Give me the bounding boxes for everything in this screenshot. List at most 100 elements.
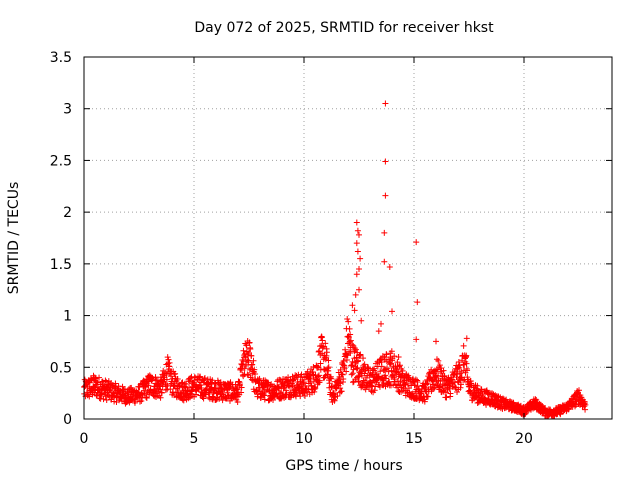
data-point	[278, 389, 285, 396]
data-point	[435, 372, 442, 379]
data-point	[157, 394, 164, 401]
data-point	[421, 398, 428, 405]
data-point	[324, 371, 331, 378]
data-point	[343, 368, 350, 375]
data-point	[582, 401, 589, 408]
data-point	[414, 299, 421, 306]
data-point	[314, 364, 321, 371]
chart-title: Day 072 of 2025, SRMTID for receiver hks…	[194, 20, 494, 36]
y-tick-label: 3.5	[50, 50, 72, 66]
data-point	[318, 334, 325, 341]
x-tick-label: 10	[295, 431, 313, 447]
data-point	[356, 266, 362, 273]
data-point	[246, 339, 253, 346]
data-point	[381, 229, 388, 236]
data-point	[350, 379, 357, 386]
data-point	[168, 373, 175, 380]
data-point	[319, 337, 326, 344]
data-point	[346, 338, 353, 345]
y-axis-label: SRMTID / TECUs	[6, 182, 22, 295]
data-point	[343, 357, 350, 364]
data-point	[337, 380, 344, 387]
data-point	[351, 307, 358, 314]
data-point	[385, 368, 392, 375]
data-point	[354, 248, 361, 255]
data-point	[383, 351, 390, 358]
data-point	[234, 398, 241, 405]
data-point	[346, 348, 353, 355]
data-point	[301, 392, 308, 399]
data-point	[391, 376, 398, 383]
x-tick-labels: 0 5 10 15 20	[80, 431, 533, 447]
data-point	[576, 387, 582, 394]
data-point	[316, 347, 323, 354]
data-point	[320, 366, 327, 373]
data-point	[338, 388, 345, 395]
data-point	[382, 100, 389, 107]
data-point	[182, 383, 189, 390]
x-tick-label: 20	[515, 431, 533, 447]
data-point	[354, 227, 361, 234]
data-point	[165, 356, 172, 363]
x-tick-label: 15	[405, 431, 423, 447]
data-point	[352, 346, 359, 353]
data-point	[120, 391, 127, 398]
data-point	[102, 392, 109, 399]
data-point	[188, 387, 195, 394]
data-point	[413, 336, 420, 343]
data-point	[323, 352, 330, 359]
data-point	[383, 375, 390, 382]
y-tick-label: 0	[63, 412, 72, 428]
data-point	[367, 379, 374, 386]
data-point	[345, 318, 352, 325]
data-point	[323, 349, 330, 356]
data-point	[252, 370, 259, 377]
data-point	[211, 386, 218, 393]
x-tick-label: 5	[190, 431, 199, 447]
data-point	[460, 377, 467, 384]
data-point	[153, 389, 160, 396]
data-point	[143, 379, 150, 386]
data-point	[248, 352, 255, 359]
data-point	[100, 396, 107, 403]
y-tick-label: 0.5	[50, 360, 72, 376]
data-point	[315, 372, 322, 379]
data-point	[98, 391, 105, 398]
data-point	[96, 374, 103, 381]
data-point	[340, 375, 347, 382]
data-point	[349, 370, 356, 377]
data-point	[382, 192, 389, 199]
data-point	[474, 382, 481, 389]
data-point	[395, 353, 402, 360]
data-point	[355, 357, 362, 364]
data-point	[348, 362, 355, 369]
data-point	[275, 384, 282, 391]
data-point	[315, 348, 322, 355]
data-point	[354, 349, 361, 356]
data-point	[317, 360, 324, 367]
data-point	[413, 239, 420, 246]
data-point	[183, 380, 190, 387]
data-point	[388, 348, 395, 355]
data-point	[331, 390, 338, 397]
data-point	[382, 158, 389, 165]
data-point	[441, 372, 448, 379]
data-point	[463, 360, 470, 367]
data-point	[325, 364, 332, 371]
data-point	[148, 377, 155, 384]
data-point	[386, 361, 393, 368]
data-point	[433, 338, 439, 345]
data-point	[353, 271, 360, 278]
data-point	[404, 380, 411, 387]
data-point	[426, 369, 433, 376]
data-point	[143, 395, 150, 402]
data-point	[329, 383, 336, 390]
data-point	[325, 357, 332, 364]
data-point	[197, 373, 204, 380]
data-point	[455, 359, 462, 366]
data-point	[375, 373, 382, 380]
data-point	[327, 375, 334, 382]
data-point	[349, 302, 356, 309]
data-point	[391, 353, 398, 360]
data-point	[337, 366, 344, 373]
